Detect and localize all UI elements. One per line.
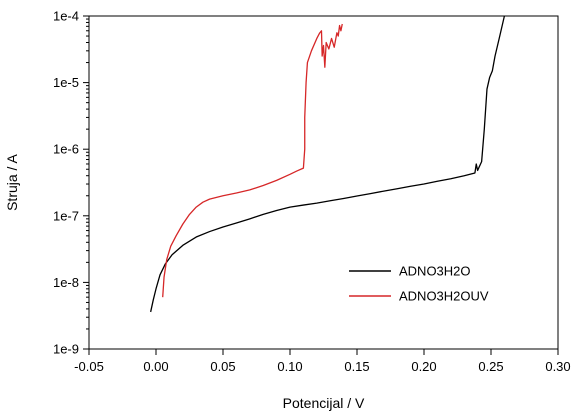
y-tick-label: 1e-7 xyxy=(53,208,79,223)
series-line-2 xyxy=(162,23,343,298)
legend-label-1: ADNO3H2O xyxy=(399,264,471,279)
x-axis-title: Potencijal / V xyxy=(283,395,365,411)
y-tick-label: 1e-5 xyxy=(53,75,79,90)
plot-frame xyxy=(88,15,559,350)
legend-label-2: ADNO3H2OUV xyxy=(399,289,489,304)
plot-border xyxy=(88,15,559,350)
x-tick-label: 0.05 xyxy=(210,359,235,374)
x-tick-label: 0.10 xyxy=(277,359,302,374)
legend: ADNO3H2O ADNO3H2OUV xyxy=(349,264,489,304)
x-tick-label: 0.20 xyxy=(411,359,436,374)
x-tick-label: 0.15 xyxy=(344,359,369,374)
x-axis: -0.05 0.00 0.05 0.10 0.15 0.20 0.25 0.30 xyxy=(74,349,571,374)
y-tick-label: 1e-4 xyxy=(53,9,79,24)
y-tick-label: 1e-9 xyxy=(53,342,79,357)
y-axis-title: Struja / A xyxy=(4,153,20,210)
x-tick-label: 0.30 xyxy=(545,359,570,374)
y-tick-label: 1e-8 xyxy=(53,275,79,290)
y-tick-label: 1e-6 xyxy=(53,142,79,157)
y-axis: 1e-9 1e-8 1e-7 1e-6 1e-5 1e-4 xyxy=(53,9,89,357)
x-tick-label: 0.25 xyxy=(478,359,503,374)
x-tick-label: 0.00 xyxy=(143,359,168,374)
series-layer xyxy=(150,15,506,313)
x-tick-label: -0.05 xyxy=(74,359,104,374)
series-line-1 xyxy=(150,15,506,313)
